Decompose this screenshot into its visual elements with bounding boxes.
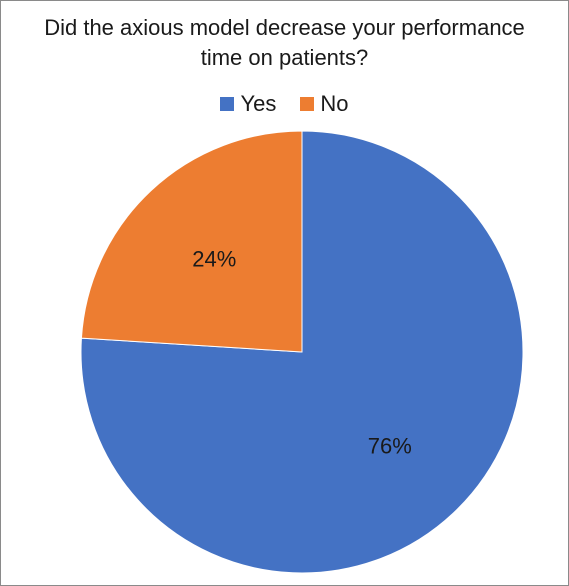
legend-label-yes: Yes [240,91,277,116]
legend-swatch-no [300,97,315,111]
chart-title-line-2: time on patients? [200,45,369,70]
legend-swatch-yes [220,97,235,111]
chart-legend: Yes No [1,91,568,117]
pie-slice-yes [80,130,524,574]
slice-label-yes: 76% [368,433,412,458]
slice-label-no: 24% [192,247,236,272]
chart-title-line-1: Did the axious model decrease your perfo… [44,15,525,40]
chart-title: Did the axious model decrease your perfo… [1,13,568,73]
pie-slice-no [80,130,303,353]
legend-item-no: No [300,91,349,117]
legend-label-no: No [320,91,349,116]
legend-item-yes: Yes [220,91,276,117]
